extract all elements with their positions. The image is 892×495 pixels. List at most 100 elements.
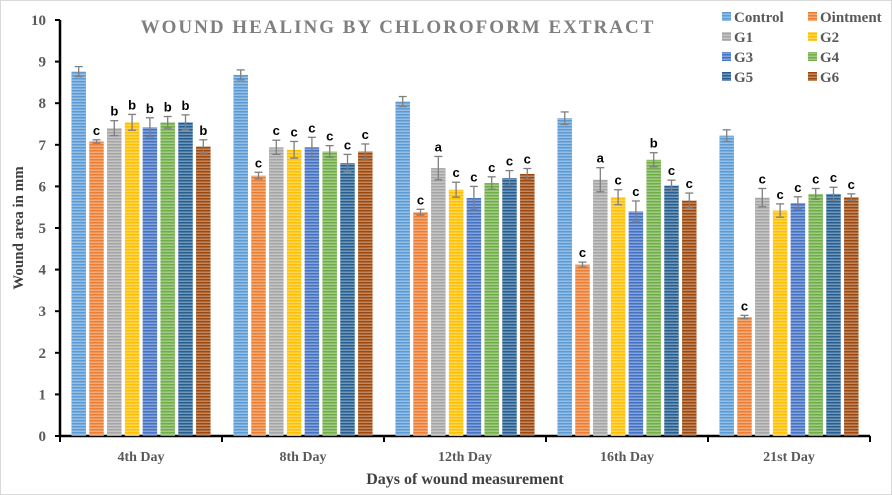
- legend-item-g4: G4: [808, 50, 840, 66]
- legend-swatch: [722, 72, 731, 81]
- error-bar: [523, 167, 532, 180]
- error-bar: [811, 187, 820, 200]
- significance-label: c: [308, 120, 315, 135]
- significance-label: c: [255, 155, 262, 170]
- error-bar: [649, 152, 658, 168]
- error-bar: [307, 136, 316, 158]
- y-tick-label: 3: [39, 304, 47, 320]
- y-tick-label: 0: [39, 429, 47, 445]
- x-tick-label: 12th Day: [438, 450, 492, 465]
- y-tick-label: 9: [39, 55, 47, 71]
- legend-item-g5: G5: [722, 70, 753, 86]
- significance-label: c: [344, 137, 351, 152]
- error-bar: [361, 143, 370, 160]
- legend-item-g6: G6: [808, 70, 840, 86]
- significance-label: c: [759, 171, 766, 186]
- y-tick-label: 4: [39, 263, 47, 279]
- error-bar: [740, 314, 749, 320]
- significance-label: b: [164, 100, 172, 115]
- significance-label: b: [128, 97, 136, 112]
- significance-label: c: [579, 245, 586, 260]
- x-tick-label: 16th Day: [600, 450, 654, 465]
- bar-g1: [431, 168, 446, 436]
- bar-g1: [755, 197, 770, 436]
- legend-swatch: [722, 12, 731, 21]
- legend-label: Ointment: [820, 10, 882, 26]
- error-bar: [685, 192, 694, 209]
- significance-label: c: [614, 173, 621, 188]
- significance-label: c: [470, 169, 477, 184]
- bar-g5: [340, 163, 355, 436]
- bar-control: [557, 118, 572, 437]
- bar-g2: [124, 122, 140, 436]
- error-bar: [667, 179, 676, 192]
- bar-ointment: [413, 212, 428, 436]
- significance-label: c: [524, 152, 531, 167]
- bar-g6: [358, 151, 373, 436]
- significance-label: c: [848, 177, 855, 192]
- x-tick-label: 4th Day: [117, 450, 164, 465]
- significance-label: b: [650, 136, 658, 151]
- bar-control: [71, 71, 86, 437]
- error-bar: [254, 171, 263, 180]
- legend-item-control: Control: [722, 10, 784, 26]
- y-axis: 0 1 2 3 4 5 6 7 8 9 10: [31, 13, 62, 445]
- legend-label: G5: [734, 70, 753, 86]
- significance-label: c: [326, 129, 333, 144]
- significance-label: c: [362, 127, 369, 142]
- legend-swatch: [808, 32, 817, 41]
- error-bar: [163, 115, 172, 129]
- significance-label: c: [273, 123, 280, 138]
- bar-g4: [160, 122, 175, 436]
- significance-label: c: [506, 154, 513, 169]
- bar-ointment: [251, 175, 266, 437]
- legend: Control Ointment G1 G2 G3 G4 G5 G6: [722, 10, 882, 86]
- x-tick-label: 21st Day: [763, 450, 815, 465]
- legend-swatch: [808, 12, 817, 21]
- legend-item-ointment: Ointment: [808, 10, 882, 26]
- bar-g5: [826, 193, 841, 436]
- error-bar: [416, 208, 425, 216]
- bar-g1: [269, 147, 284, 436]
- bar-g4: [808, 193, 823, 436]
- x-axis-label: Days of wound measurement: [366, 471, 564, 488]
- significance-label: c: [812, 171, 819, 186]
- legend-label: Control: [734, 10, 784, 26]
- legend-swatch: [808, 72, 817, 81]
- bar-g6: [844, 197, 859, 436]
- significance-label: c: [452, 165, 459, 180]
- y-tick-label: 7: [39, 138, 47, 154]
- significance-label: c: [632, 184, 639, 199]
- bar-control: [719, 135, 734, 436]
- y-tick-label: 8: [39, 96, 47, 112]
- error-bar: [236, 69, 245, 81]
- significance-label: c: [686, 176, 693, 191]
- error-bar: [199, 139, 208, 154]
- error-bar: [578, 261, 587, 268]
- bar-g5: [502, 178, 517, 436]
- error-bar: [722, 129, 731, 143]
- y-axis-label: Wound area in mm: [11, 166, 27, 290]
- significance-label: c: [830, 170, 837, 185]
- y-tick-label: 2: [39, 346, 47, 362]
- bar-g4: [646, 159, 661, 436]
- significance-label: c: [668, 163, 675, 178]
- error-bar: [829, 186, 838, 202]
- legend-item-g1: G1: [722, 30, 753, 46]
- chart-title: WOUND HEALING BY CHLOROFORM EXTRACT: [141, 17, 656, 38]
- x-axis: 4th Day 8th Day 12th Day 16th Day 21st Day: [59, 434, 871, 465]
- error-bar: [92, 139, 101, 144]
- legend-label: G2: [820, 30, 839, 46]
- significance-label: c: [776, 187, 783, 202]
- bar-g4: [484, 183, 499, 436]
- bar-control: [233, 74, 248, 437]
- legend-swatch: [808, 52, 817, 61]
- bar-ointment: [737, 317, 752, 436]
- significance-label: c: [290, 124, 297, 139]
- error-bar: [128, 113, 137, 131]
- bar-g3: [142, 127, 158, 436]
- error-bar: [776, 203, 785, 218]
- error-bar: [74, 65, 83, 78]
